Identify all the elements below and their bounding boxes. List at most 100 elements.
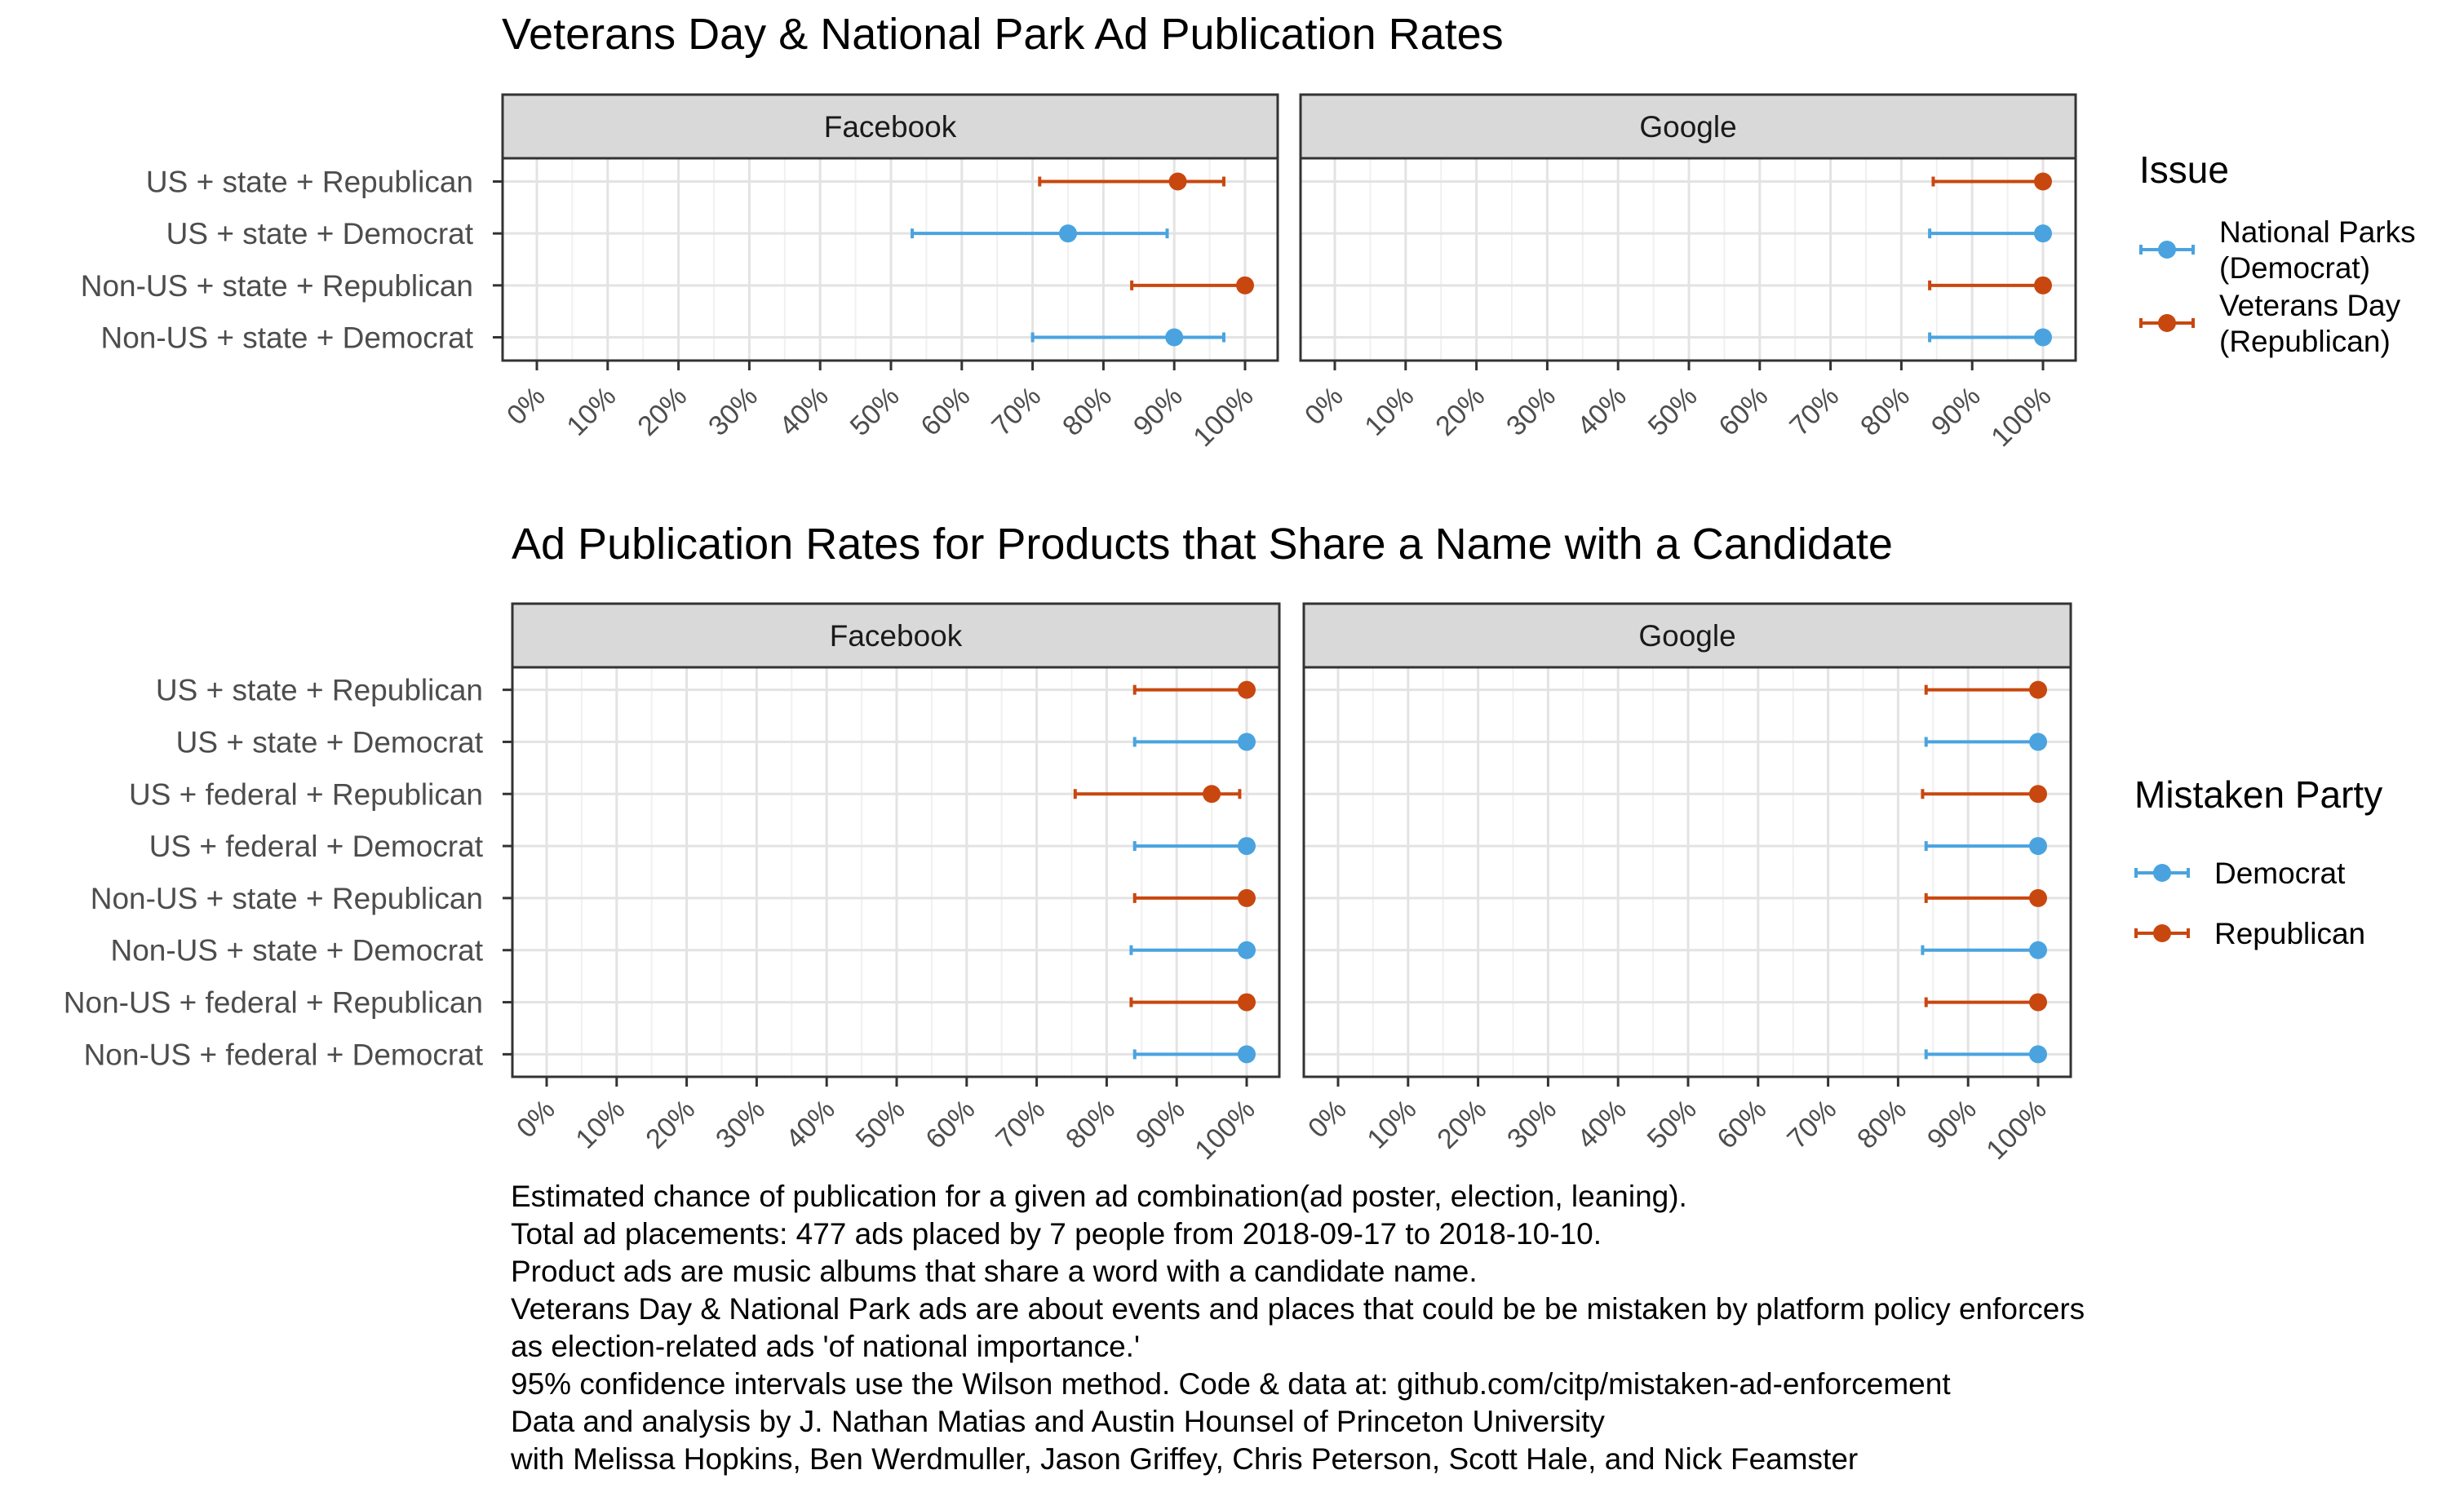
y-tick-label: US + federal + Republican (129, 777, 483, 811)
caption-line: Estimated chance of publication for a gi… (511, 1180, 1687, 1213)
x-tick-label: 100% (1189, 1094, 1261, 1166)
data-point (1165, 328, 1184, 347)
data-point (2034, 172, 2052, 191)
data-point (2029, 1045, 2047, 1064)
x-tick-label: 80% (1855, 381, 1916, 442)
caption-line: Data and analysis by J. Nathan Matias an… (511, 1405, 1605, 1438)
y-tick-label: US + state + Republican (156, 674, 483, 707)
data-point (2029, 680, 2047, 699)
x-tick-label: 100% (1187, 381, 1259, 453)
data-point (1238, 680, 1256, 699)
chart-caption: Estimated chance of publication for a gi… (511, 1178, 2387, 1478)
legend-label: (Republican) (2219, 325, 2391, 358)
x-tick-label: 90% (1926, 381, 1987, 442)
data-point (1238, 888, 1256, 907)
x-tick-label: 30% (1501, 1094, 1562, 1155)
y-tick-label: US + state + Democrat (176, 725, 484, 759)
x-tick-label: 80% (1057, 381, 1118, 442)
x-tick-label: 20% (640, 1094, 701, 1155)
facet-label: Google (1638, 619, 1735, 653)
legend-key-point (2158, 314, 2176, 332)
x-tick-label: 20% (1429, 381, 1491, 442)
x-tick-label: 100% (1985, 381, 2057, 453)
data-point (1059, 224, 1077, 243)
x-tick-label: 50% (1642, 381, 1704, 442)
x-tick-label: 30% (1500, 381, 1562, 442)
data-point (1238, 941, 1256, 959)
data-point (2029, 941, 2047, 959)
x-tick-label: 10% (569, 1094, 631, 1155)
x-tick-label: 20% (632, 381, 693, 442)
x-tick-label: 80% (1851, 1094, 1912, 1155)
x-tick-label: 0% (1299, 381, 1349, 432)
y-tick-label: US + state + Democrat (166, 217, 474, 250)
x-tick-label: 0% (1302, 1094, 1353, 1145)
data-point (1203, 785, 1221, 804)
caption-line: Veterans Day & National Park ads are abo… (511, 1292, 2085, 1326)
x-tick-label: 70% (1784, 381, 1845, 442)
x-tick-label: 10% (561, 381, 622, 442)
data-point (1168, 172, 1187, 191)
x-tick-label: 80% (1060, 1094, 1121, 1155)
x-tick-label: 60% (915, 381, 976, 442)
x-tick-label: 10% (1361, 1094, 1422, 1155)
y-tick-label: US + state + Republican (146, 166, 473, 199)
x-tick-label: 60% (920, 1094, 981, 1155)
data-point (2029, 993, 2047, 1012)
data-point (1238, 1045, 1256, 1064)
y-tick-label: Non-US + state + Republican (91, 882, 483, 915)
legend-key-point (2158, 241, 2176, 259)
data-point (2034, 224, 2052, 243)
x-tick-label: 0% (511, 1094, 561, 1145)
x-tick-label: 70% (1781, 1094, 1842, 1155)
facet-strip (511, 602, 1281, 669)
data-point (2029, 785, 2047, 804)
x-tick-label: 50% (1642, 1094, 1703, 1155)
x-tick-label: 20% (1431, 1094, 1492, 1155)
x-tick-label: 90% (1921, 1094, 1983, 1155)
x-tick-label: 50% (844, 381, 906, 442)
x-tick-label: 30% (710, 1094, 771, 1155)
x-tick-label: 10% (1358, 381, 1420, 442)
facet-strip (501, 93, 1279, 160)
data-point (1236, 276, 1254, 294)
legend-label: (Democrat) (2219, 251, 2370, 285)
y-tick-label: Non-US + state + Republican (81, 269, 473, 303)
legend-label: Democrat (2214, 857, 2346, 890)
x-tick-label: 70% (990, 1094, 1051, 1155)
data-point (2029, 888, 2047, 907)
chart-title: Ad Publication Rates for Products that S… (512, 520, 1893, 569)
x-tick-label: 40% (1571, 1094, 1633, 1155)
legend-title: Issue (2139, 148, 2229, 191)
facet-label: Google (1639, 110, 1736, 144)
legend-key-point (2153, 864, 2171, 882)
y-tick-label: Non-US + state + Democrat (110, 934, 483, 967)
x-tick-label: 0% (501, 381, 552, 432)
x-tick-label: 50% (850, 1094, 911, 1155)
facet-strip (1302, 602, 2072, 669)
data-point (1238, 837, 1256, 856)
x-tick-label: 70% (986, 381, 1047, 442)
x-tick-label: 100% (1980, 1094, 2052, 1166)
y-tick-label: Non-US + state + Democrat (100, 321, 473, 354)
legend-key-point (2153, 924, 2171, 942)
data-point (2029, 837, 2047, 856)
x-tick-label: 40% (773, 381, 835, 442)
data-point (2029, 733, 2047, 751)
caption-line: Product ads are music albums that share … (511, 1255, 1478, 1288)
legend-label: National Parks (2219, 215, 2416, 249)
legend-title: Mistaken Party (2134, 773, 2382, 816)
facet-strip (1299, 93, 2077, 160)
legend-label: Veterans Day (2219, 289, 2401, 322)
facet-label: Facebook (830, 619, 963, 653)
legend-label: Republican (2214, 917, 2365, 950)
y-tick-label: US + federal + Democrat (149, 830, 484, 863)
caption-line: Total ad placements: 477 ads placed by 7… (511, 1217, 1602, 1251)
y-tick-label: Non-US + federal + Republican (64, 986, 483, 1020)
x-tick-label: 40% (780, 1094, 841, 1155)
x-tick-label: 30% (702, 381, 764, 442)
chart-title: Veterans Day & National Park Ad Publicat… (502, 10, 1504, 59)
caption-line: with Melissa Hopkins, Ben Werdmuller, Ja… (511, 1442, 1859, 1476)
y-tick-label: Non-US + federal + Democrat (84, 1038, 484, 1071)
